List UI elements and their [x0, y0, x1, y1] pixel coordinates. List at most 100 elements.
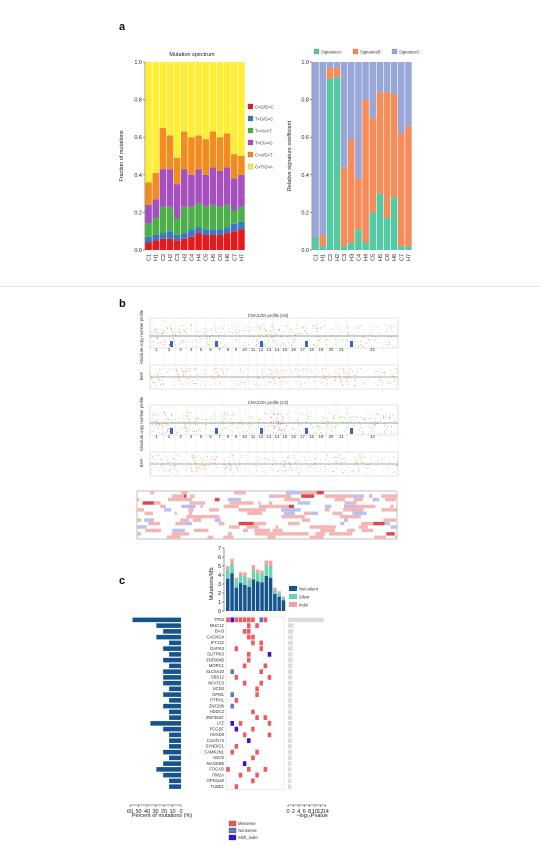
gene-label: TP53 [214, 617, 225, 622]
copy-number-point [331, 425, 333, 427]
copy-number-point [331, 328, 333, 329]
cna-abs-ylabel-1: Absolute copy number profile [139, 309, 144, 364]
percent-bar [132, 617, 181, 623]
copy-number-point [295, 334, 297, 336]
copy-number-point [317, 328, 319, 330]
copy-number-point [221, 430, 222, 432]
mutation-cell [255, 623, 259, 628]
baf-point [182, 383, 184, 385]
mutation-cell [247, 629, 251, 634]
gain-cell [207, 535, 214, 539]
baf-point [232, 456, 234, 458]
gain-cell [343, 508, 353, 512]
copy-number-point [171, 327, 172, 329]
copy-number-point [277, 423, 279, 424]
y-tick-label: 0.2 [301, 210, 309, 216]
baf-point [369, 472, 371, 473]
baf-point [381, 385, 383, 386]
baf-point [233, 462, 235, 464]
copy-number-point [209, 336, 211, 338]
mutation-cell [234, 784, 239, 789]
loss-cell [372, 497, 380, 502]
baf-point [204, 466, 206, 468]
copy-number-point [288, 342, 289, 344]
copy-number-point [330, 423, 331, 425]
copy-number-point [277, 428, 279, 430]
copy-number-point [273, 427, 275, 429]
baf-point [350, 377, 352, 379]
mutation-cell [247, 657, 251, 663]
baf-point [155, 385, 156, 386]
chrom-label: 8 [227, 347, 230, 352]
copy-number-point [364, 418, 365, 420]
copy-number-point [188, 419, 190, 420]
copy-number-point [209, 340, 210, 342]
y-tick-label: 6 [218, 555, 221, 561]
baf-point [149, 373, 151, 375]
copy-number-point [238, 432, 240, 434]
copy-number-point [284, 346, 286, 348]
bar-segment [355, 229, 362, 250]
bar-segment [173, 184, 181, 219]
loss-cell [363, 511, 367, 515]
copy-number-point [349, 415, 351, 417]
copy-number-point [391, 431, 393, 433]
gain-cell [339, 515, 355, 519]
baf-point [381, 380, 382, 382]
copy-number-point [287, 413, 289, 415]
copy-number-point [262, 421, 264, 422]
baf-point [267, 459, 269, 461]
copy-number-point [197, 341, 199, 343]
copy-number-point [241, 330, 243, 332]
gain-cell [243, 491, 246, 495]
copy-number-point [264, 426, 265, 428]
baf-point [313, 380, 315, 382]
gain-cell [258, 501, 261, 505]
copy-number-point [316, 425, 318, 427]
copy-number-point [319, 340, 321, 342]
baf-point [165, 368, 167, 369]
copy-number-point [324, 339, 326, 341]
baf-point [329, 373, 331, 374]
x-tick-label: 8 [308, 809, 311, 815]
baf-point [187, 383, 189, 384]
bar-segment [209, 234, 217, 250]
baf-point [345, 377, 347, 379]
baf-point [344, 373, 346, 375]
loss-cell [297, 501, 311, 505]
tmb-bar [238, 572, 243, 575]
copy-number-point [283, 325, 285, 327]
gain-cell [245, 501, 254, 505]
bar-segment [188, 229, 195, 237]
baf-point [257, 469, 259, 471]
copy-number-point [266, 336, 268, 338]
baf-point [350, 368, 352, 370]
baf-point [343, 370, 344, 372]
legend-label: SignatureC [399, 49, 420, 54]
copy-number-point [180, 333, 182, 334]
copy-number-point [336, 424, 338, 426]
gain-cell [288, 532, 293, 536]
copy-number-point [167, 424, 169, 426]
copy-number-point [332, 417, 334, 419]
copy-number-point [221, 328, 223, 329]
baf-point [343, 472, 345, 473]
pvalue-bar [288, 646, 293, 651]
baf-point [339, 376, 341, 377]
baf-point [229, 469, 231, 471]
copy-number-point [269, 330, 271, 331]
gain-cell [194, 528, 209, 533]
copy-number-point [166, 418, 167, 420]
baf-point [362, 382, 364, 383]
baf-point [205, 465, 207, 467]
cna-baf-ylabel-1: BAF [139, 371, 144, 380]
baf-point [199, 464, 201, 465]
copy-number-point [283, 344, 285, 346]
copy-number-point [323, 417, 325, 419]
baf-point [327, 379, 328, 380]
baf-point [225, 472, 226, 473]
baf-point [178, 462, 180, 464]
baf-point [216, 456, 218, 458]
copy-number-point [371, 337, 373, 338]
